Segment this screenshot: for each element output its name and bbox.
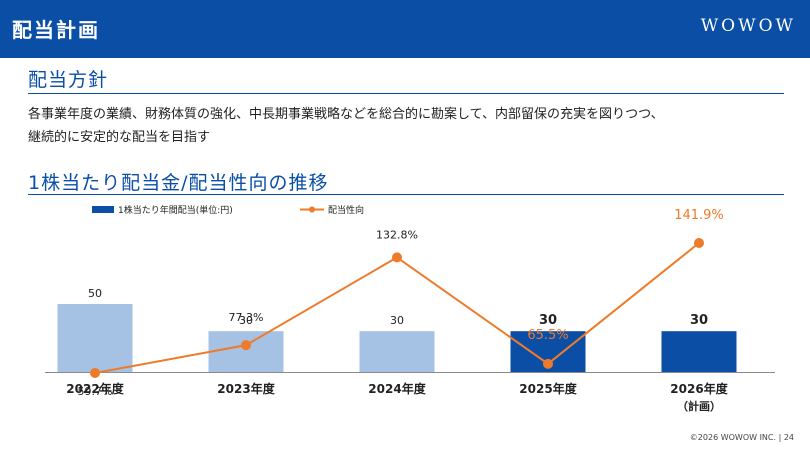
category-label-3: 2025年度 — [519, 381, 577, 396]
category-label-0: 2022年度 — [66, 381, 124, 396]
category-label-4: 2026年度 — [670, 381, 728, 396]
policy-heading: 配当方針 — [28, 69, 109, 91]
bar-2 — [359, 331, 435, 372]
policy-line-1: 各事業年度の業績、財務体質の強化、中長期事業戦略などを総合的に勘案して、内部留保… — [28, 107, 664, 122]
bar-4 — [661, 331, 737, 372]
payout-ratio-point-1 — [241, 340, 251, 351]
payout-ratio-label-4: 141.9% — [674, 208, 724, 223]
policy-text: 各事業年度の業績、財務体質の強化、中長期事業戦略などを総合的に勘案して、内部留保… — [28, 103, 798, 149]
payout-ratio-label-2: 132.8% — [376, 228, 418, 241]
bar-0 — [57, 304, 133, 372]
payout-ratio-point-2 — [392, 252, 402, 263]
policy-heading-rule — [28, 93, 784, 94]
chart-heading: 1株当たり配当金/配当性向の推移 — [28, 172, 329, 194]
bar-value-label-3: 30 — [539, 313, 557, 328]
payout-ratio-label-0: 59.7% — [78, 385, 113, 398]
payout-ratio-point-4 — [694, 238, 704, 248]
legend-line-marker — [309, 206, 315, 213]
header-bar: 配当計画 WOWOW — [0, 0, 810, 58]
bar-value-label-2: 30 — [390, 314, 404, 327]
bar-1 — [208, 331, 284, 372]
legend-bar-label: 1株当たり年間配当(単位:円) — [118, 204, 233, 216]
payout-ratio-point-3 — [543, 358, 553, 369]
footer-copyright: ©2026 WOWOW INC. | 24 — [689, 433, 794, 442]
chart-heading-rule — [28, 194, 784, 195]
payout-ratio-point-0 — [90, 368, 100, 378]
legend-bar-swatch — [92, 206, 114, 213]
legend-line-label: 配当性向 — [328, 204, 364, 216]
bar-value-label-0: 50 — [88, 287, 102, 300]
bar-value-label-1: 30 — [239, 314, 253, 327]
policy-line-2: 継続的に安定的な配当を目指す — [28, 130, 211, 145]
wowow-logo: WOWOW — [700, 16, 796, 36]
page-title: 配当計画 — [12, 18, 100, 42]
category-sublabel-4: （計画） — [677, 399, 721, 413]
category-label-1: 2023年度 — [217, 381, 275, 396]
bar-value-label-4: 30 — [690, 313, 708, 328]
category-label-2: 2024年度 — [368, 381, 426, 396]
payout-ratio-label-3: 65.5% — [527, 328, 568, 343]
payout-ratio-label-1: 77.3% — [229, 311, 264, 324]
